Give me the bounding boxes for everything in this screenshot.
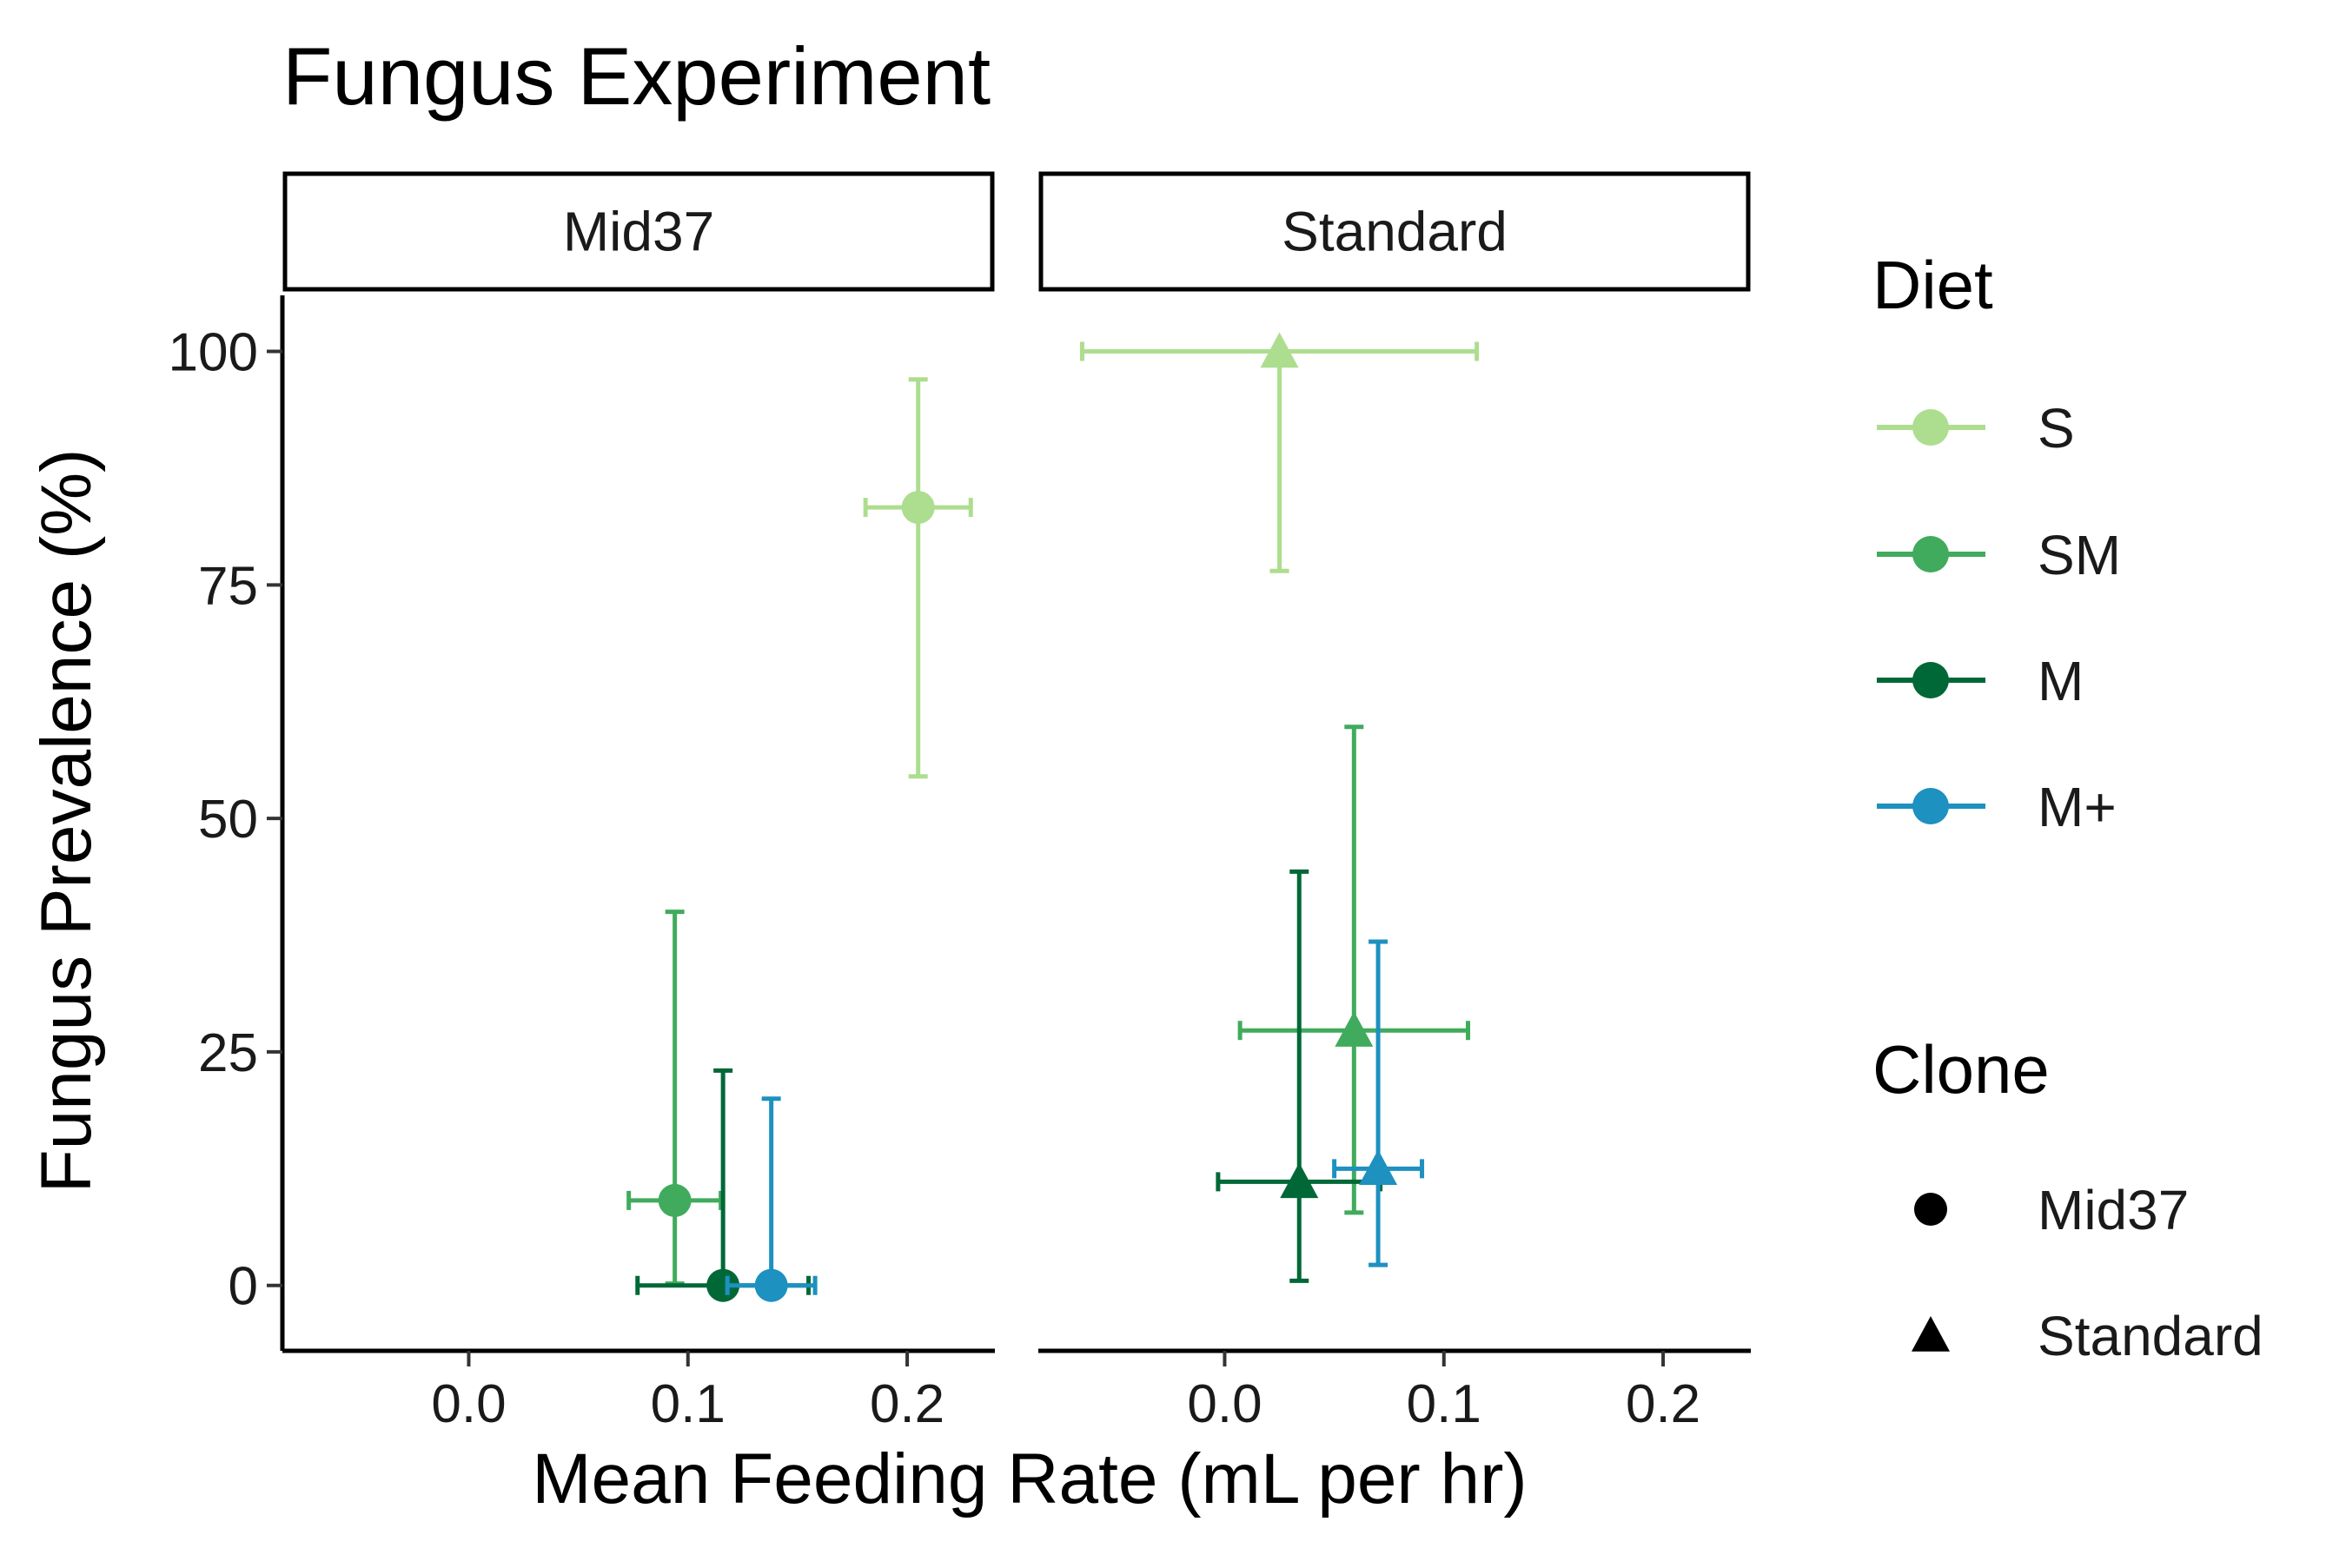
legend-item-m: M [1877, 650, 2084, 712]
x-tick-label: 0.0 [1187, 1374, 1262, 1434]
data-point-standard-m [1216, 869, 1383, 1283]
legend-item-m-plus: M+ [1877, 776, 2117, 838]
marker-circle [658, 1183, 692, 1217]
marker-triangle [1280, 1162, 1319, 1199]
y-tick-label: 50 [198, 790, 258, 850]
y-axis-title: Fungus Prevalence (%) [27, 449, 106, 1194]
legend-label: M [2038, 650, 2084, 712]
legend-label: Standard [2038, 1305, 2263, 1367]
legend-item-s: S [1877, 397, 2075, 460]
data-point-mid37-m [635, 1068, 812, 1302]
legend-point-swatch [1912, 536, 1949, 572]
facet-panel-mid37: Mid37 0 25 50 75 100 0.0 0.1 0.2 [169, 171, 995, 1434]
marker-triangle [1359, 1149, 1398, 1186]
data-point-standard-m-plus [1332, 939, 1425, 1267]
legend-item-sm: SM [1877, 524, 2121, 586]
legend-item-standard: Standard [1912, 1305, 2263, 1367]
legend-point-swatch [1912, 788, 1949, 824]
marker-triangle [1335, 1011, 1374, 1047]
data-point-mid37-sm [626, 910, 724, 1287]
legend: Diet S SM M M+ Clone Mid37 Standard [1872, 247, 2263, 1367]
x-tick-label: 0.1 [651, 1374, 726, 1434]
legend-title-diet: Diet [1872, 247, 1993, 323]
x-axis-title: Mean Feeding Rate (mL per hr) [532, 1439, 1527, 1518]
marker-circle [754, 1268, 788, 1302]
data-point-mid37-m-plus [725, 1096, 818, 1302]
panels-layer: Mid37 0 25 50 75 100 0.0 0.1 0.2 Standard 0.0 0.1 0.… [169, 171, 1751, 1434]
legend-circle-swatch [1914, 1193, 1947, 1226]
marker-circle [901, 491, 935, 525]
facet-panel-standard: Standard 0.0 0.1 0.2 [1038, 171, 1751, 1434]
y-tick-label: 100 [169, 323, 258, 383]
legend-item-mid37: Mid37 [1914, 1179, 2189, 1241]
x-tick-label: 0.2 [1626, 1374, 1700, 1434]
legend-triangle-swatch [1912, 1316, 1950, 1352]
facet-strip-mid37 [282, 171, 995, 292]
chart-title: Fungus Experiment [282, 30, 991, 122]
x-tick-label: 0.1 [1407, 1374, 1481, 1434]
data-point-standard-sm [1237, 724, 1471, 1215]
facet-strip-standard [1038, 171, 1751, 292]
facet-strip-label: Mid37 [563, 201, 714, 263]
y-tick-label: 25 [198, 1023, 258, 1083]
legend-label: Mid37 [2038, 1179, 2189, 1241]
y-tick-label: 0 [229, 1257, 258, 1317]
legend-label: S [2038, 397, 2075, 460]
data-point-standard-s [1079, 332, 1480, 573]
facet-strip-label: Standard [1282, 201, 1508, 263]
legend-label: SM [2038, 524, 2121, 586]
y-tick-label: 75 [198, 556, 258, 616]
marker-triangle [1260, 332, 1299, 368]
x-tick-label: 0.0 [431, 1374, 506, 1434]
data-point-mid37-s [863, 377, 973, 779]
legend-title-clone: Clone [1872, 1031, 2050, 1108]
marker-circle [706, 1268, 740, 1302]
x-tick-label: 0.2 [870, 1374, 944, 1434]
legend-label: M+ [2038, 776, 2117, 838]
legend-point-swatch [1912, 662, 1949, 698]
legend-point-swatch [1912, 409, 1949, 446]
